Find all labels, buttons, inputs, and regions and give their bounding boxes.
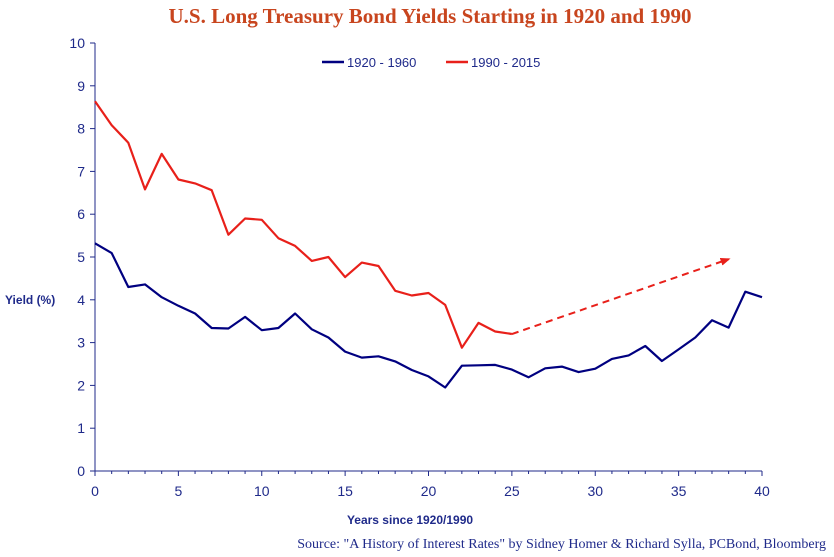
source-note: Source: "A History of Interest Rates" by… [297, 537, 826, 552]
x-tick-label: 10 [254, 483, 270, 499]
y-tick-label: 1 [77, 420, 85, 436]
legend-label-1990-2015: 1990 - 2015 [471, 55, 540, 70]
y-ticks: 0 1 2 3 4 5 6 7 8 9 10 [69, 35, 95, 479]
axes [94, 43, 762, 472]
y-tick-label: 9 [77, 78, 85, 94]
x-tick-label: 15 [337, 483, 353, 499]
x-tick-label: 5 [174, 483, 182, 499]
chart-title: U.S. Long Treasury Bond Yields Starting … [169, 4, 692, 28]
x-axis-label: Years since 1920/1990 [347, 513, 473, 527]
x-tick-label: 0 [91, 483, 99, 499]
y-tick-label: 0 [77, 463, 85, 479]
series-line-1990-2015 [94, 100, 513, 349]
y-tick-label: 4 [77, 292, 85, 308]
y-tick-label: 7 [77, 163, 85, 179]
y-tick-label: 3 [77, 335, 85, 351]
x-ticks: 0 5 10 15 20 25 30 35 40 [91, 471, 770, 499]
x-tick-label: 40 [754, 483, 770, 499]
x-tick-label: 25 [504, 483, 520, 499]
y-axis-label: Yield (%) [5, 293, 55, 307]
series-layer [94, 100, 763, 389]
y-tick-label: 10 [69, 35, 85, 51]
trend-arrow [511, 257, 731, 335]
y-tick-label: 5 [77, 249, 85, 265]
y-tick-label: 8 [77, 121, 85, 137]
x-tick-label: 20 [421, 483, 437, 499]
y-tick-label: 6 [77, 206, 85, 222]
series-line-1920-1960 [94, 242, 763, 389]
x-tick-label: 35 [671, 483, 687, 499]
x-tick-label: 30 [587, 483, 603, 499]
annotation-layer [511, 257, 731, 335]
legend: 1920 - 1960 1990 - 2015 [322, 55, 540, 70]
legend-label-1920-1960: 1920 - 1960 [347, 55, 416, 70]
y-tick-label: 2 [77, 377, 85, 393]
